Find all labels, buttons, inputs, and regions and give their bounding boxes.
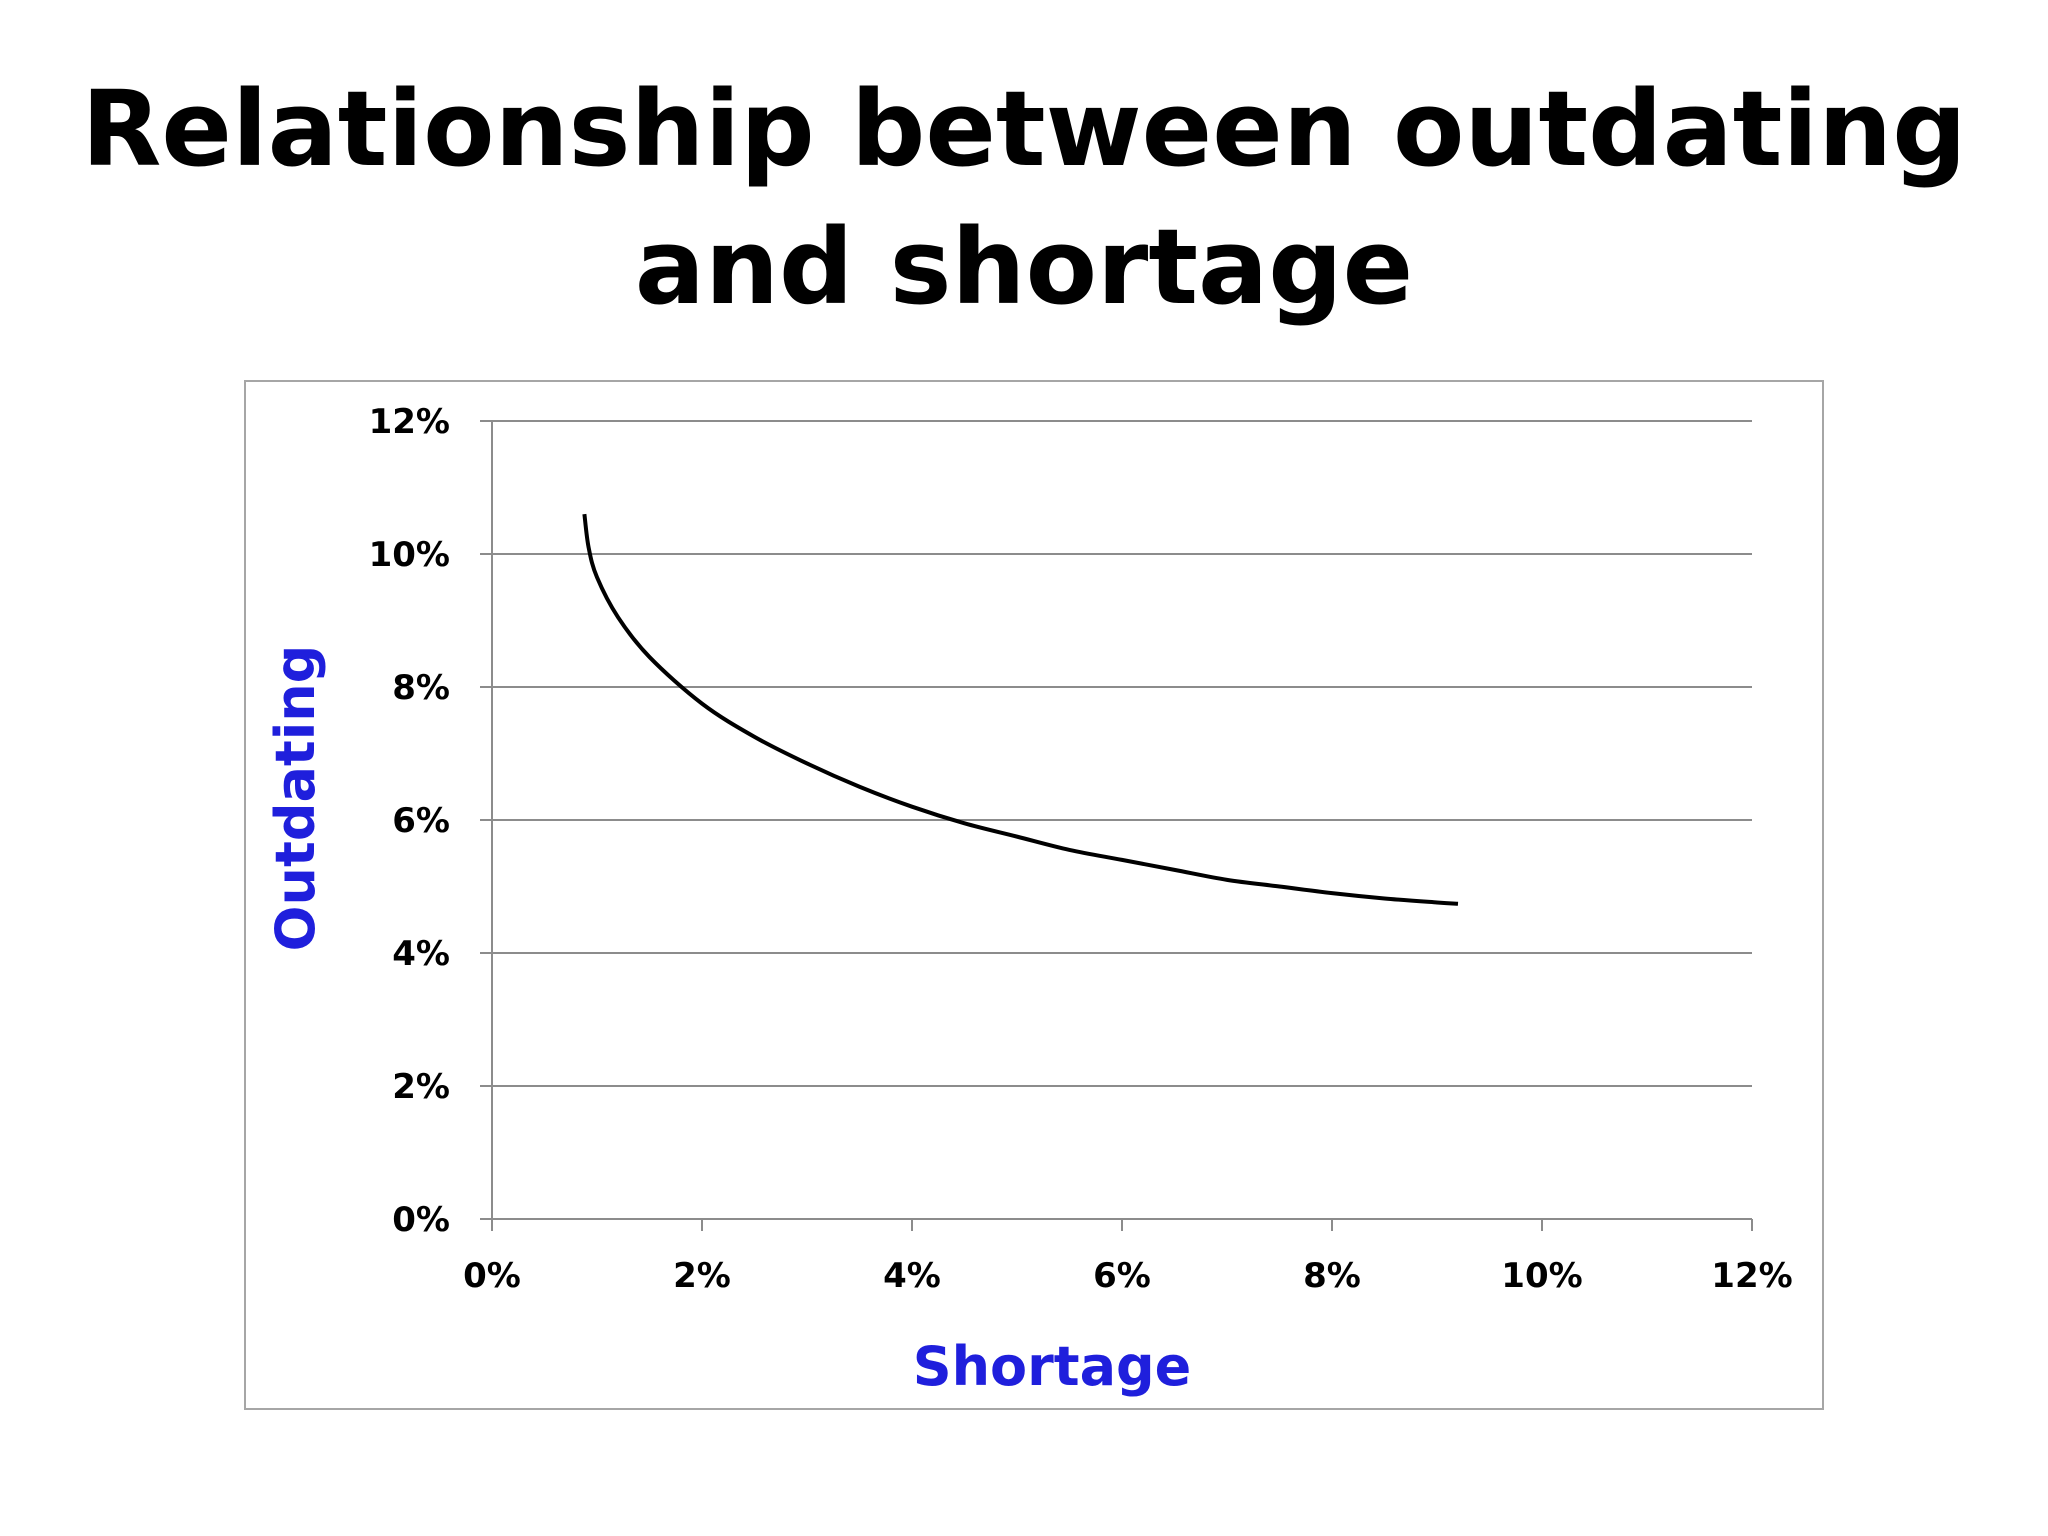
y-tick-label: 0% [392, 1200, 450, 1240]
y-tick-label: 10% [369, 535, 450, 575]
x-tick-label: 6% [1093, 1256, 1151, 1296]
x-tick-label: 10% [1501, 1256, 1582, 1296]
axes [480, 420, 1753, 1231]
slide-title: Relationship between outdating and short… [81, 68, 1967, 328]
x-tick-label: 8% [1303, 1256, 1361, 1296]
x-tick-labels: 0% 2% 4% 6% 8% 10% 12% [463, 1256, 1793, 1296]
y-tick-label: 2% [392, 1067, 450, 1107]
x-axis-title: Shortage [913, 1335, 1192, 1398]
y-tick-labels: 0% 2% 4% 6% 8% 10% 12% [369, 402, 450, 1240]
chart-frame [244, 380, 1824, 1410]
y-axis-title: Outdating [264, 645, 327, 952]
gridlines [492, 420, 1752, 1087]
series-layer [582, 513, 1459, 906]
x-tick-label: 0% [463, 1256, 521, 1296]
series-line-0 [582, 513, 1459, 906]
y-tick-label: 8% [392, 668, 450, 708]
x-tick-label: 4% [883, 1256, 941, 1296]
x-tick-label: 2% [673, 1256, 731, 1296]
y-tick-label: 6% [392, 801, 450, 841]
x-tick-label: 12% [1711, 1256, 1792, 1296]
y-tick-label: 4% [392, 934, 450, 974]
y-tick-label: 12% [369, 402, 450, 442]
